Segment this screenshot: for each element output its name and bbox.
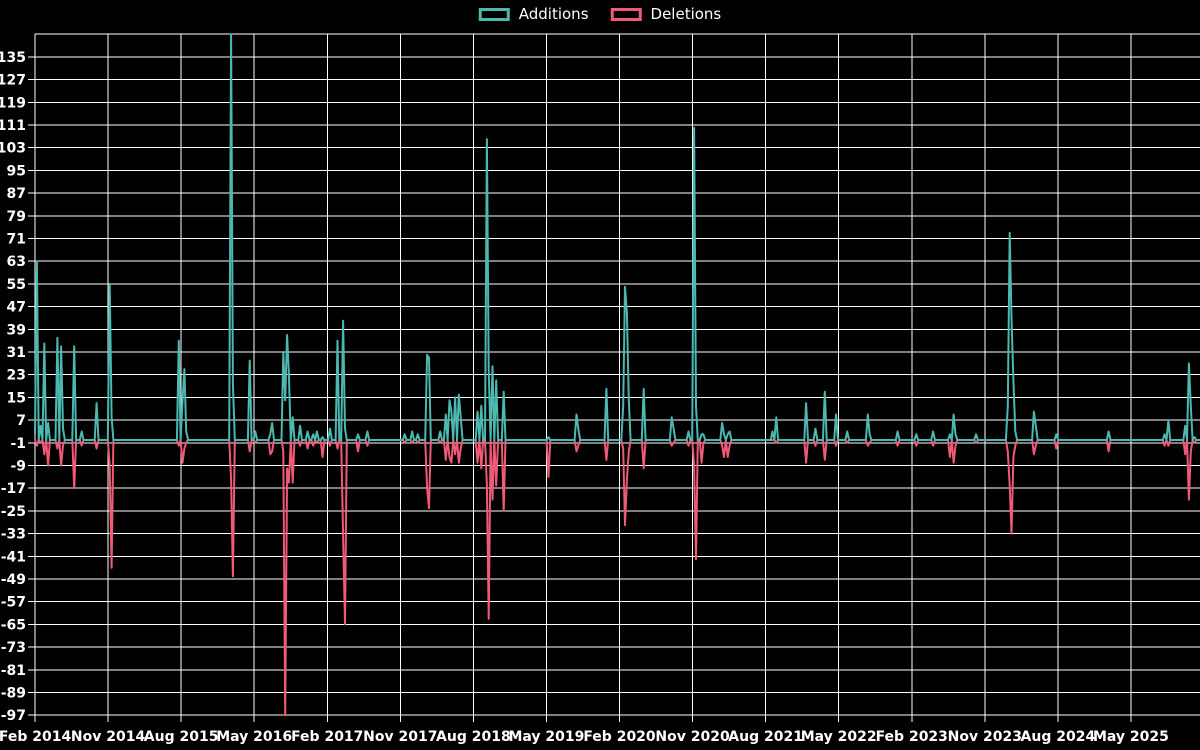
- y-axis-tick-label: 95: [7, 163, 26, 179]
- x-axis-tick-label: Nov 2023: [948, 729, 1022, 745]
- x-axis-tick-label: Aug 2018: [436, 729, 511, 745]
- y-axis-tick-label: -81: [1, 663, 26, 679]
- y-axis-tick-label: 31: [7, 345, 26, 361]
- y-axis-labels: 135 127 119 111 103 95 87 79 71 63 55 47 39 31 23 15 7 -1…: [0, 50, 26, 724]
- x-axis-tick-label: Aug 2015: [144, 729, 219, 745]
- x-axis-tick-label: May 2025: [1093, 729, 1169, 745]
- x-axis-tick-label: Aug 2024: [1021, 729, 1096, 745]
- y-axis-tick-label: 79: [7, 209, 26, 225]
- y-axis-tick-label: 127: [0, 73, 26, 89]
- x-axis-tick-label: Nov 2014: [71, 729, 146, 745]
- x-axis-tick-label: Feb 2020: [583, 729, 656, 745]
- y-axis-tick-label: -1: [10, 436, 26, 452]
- y-axis-tick-label: -33: [1, 527, 26, 543]
- additions-line: [34, 33, 1200, 441]
- y-axis-tick-label: -89: [1, 686, 26, 702]
- y-axis-tick-label: 39: [7, 322, 26, 338]
- additions-swatch-icon: [478, 8, 510, 21]
- x-axis-tick-label: Feb 2014: [0, 729, 71, 745]
- deletions-legend-label: Deletions: [650, 5, 722, 23]
- y-axis-tick-label: 135: [0, 50, 26, 66]
- deletions-swatch-icon: [610, 8, 642, 21]
- legend-item-deletions[interactable]: Deletions: [610, 5, 722, 23]
- y-axis-tick-label: -17: [1, 481, 26, 497]
- y-axis-tick-label: -65: [1, 617, 26, 633]
- x-axis-tick-label: May 2016: [216, 729, 292, 745]
- y-axis-tick-label: 23: [7, 368, 26, 384]
- y-axis-tick-label: -49: [1, 572, 26, 588]
- x-axis-tick-label: Feb 2023: [876, 729, 948, 745]
- y-axis-tick-label: 71: [7, 232, 26, 248]
- chart-legend: Additions Deletions: [478, 5, 722, 23]
- x-axis-tick-label: Feb 2017: [291, 729, 363, 745]
- y-axis-tick-label: 111: [0, 118, 26, 134]
- x-axis-tick-label: Nov 2017: [363, 729, 437, 745]
- additions-legend-label: Additions: [518, 5, 589, 23]
- y-axis-tick-label: -41: [1, 549, 26, 565]
- y-axis-tick-label: 63: [7, 254, 26, 270]
- x-axis-tick-label: May 2022: [801, 729, 877, 745]
- y-axis-tick-label: 103: [0, 141, 26, 157]
- y-axis-tick-label: -73: [1, 640, 26, 656]
- y-axis-tick-label: 7: [16, 413, 26, 429]
- y-axis-tick-label: -97: [1, 708, 26, 724]
- y-axis-tick-label: 47: [7, 300, 26, 316]
- y-axis-tick-label: -25: [1, 504, 26, 520]
- y-axis-tick-label: 119: [0, 95, 26, 111]
- legend-item-additions[interactable]: Additions: [478, 5, 589, 23]
- y-axis-tick-label: -9: [10, 459, 26, 475]
- grid-lines: [28, 33, 1200, 723]
- y-axis-tick-label: -57: [1, 595, 26, 611]
- x-axis-tick-label: Aug 2021: [728, 729, 803, 745]
- x-axis-tick-label: May 2019: [508, 729, 584, 745]
- x-axis-tick-label: Nov 2020: [655, 729, 730, 745]
- y-axis-tick-label: 15: [7, 390, 26, 406]
- deletions-line: [34, 439, 1200, 717]
- y-axis-tick-label: 87: [7, 186, 26, 202]
- y-axis-tick-label: 55: [7, 277, 26, 293]
- data-series-lines: [34, 33, 1200, 717]
